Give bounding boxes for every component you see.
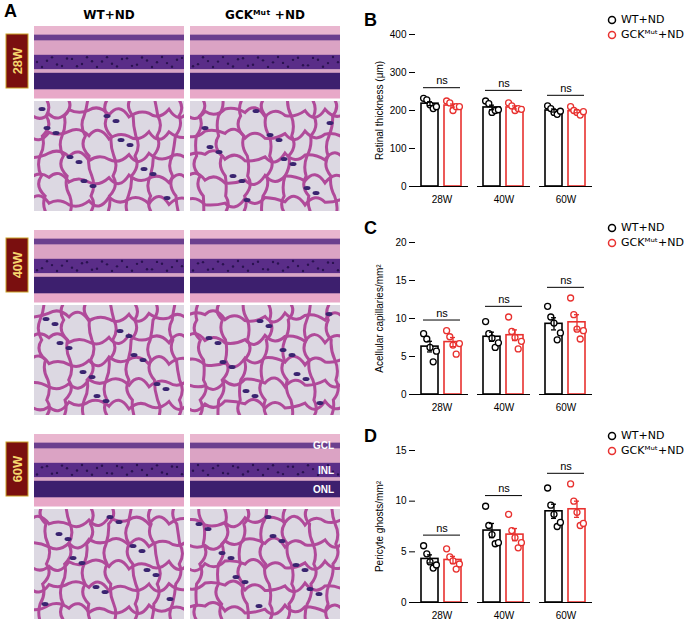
svg-text:10: 10 [395,313,407,324]
svg-text:0: 0 [401,181,407,192]
svg-text:5: 5 [401,351,407,362]
svg-text:28W: 28W [432,402,453,413]
html-text:B: B [364,10,377,30]
svg-text:INL: INL [318,465,334,476]
svg-text:ns: ns [498,77,510,89]
svg-text:ns: ns [560,274,572,286]
svg-text:0: 0 [401,389,407,400]
svg-text:10: 10 [395,495,407,506]
svg-text:40W: 40W [494,610,515,621]
svg-text:28W: 28W [432,610,453,621]
svg-text:40W: 40W [494,194,515,205]
svg-text:28W: 28W [10,47,25,74]
svg-text:GCL: GCL [313,440,334,451]
svg-text:400: 400 [390,29,407,40]
svg-text:60W: 60W [556,610,577,621]
html-text:WT+ND: WT+ND [621,429,665,442]
html-text:D: D [364,426,377,446]
html-text:GCKᴹᵘᵗ+ND: GCKᴹᵘᵗ+ND [621,236,684,249]
svg-text:60W: 60W [10,455,25,482]
svg-text:WT+ND: WT+ND [83,8,135,22]
svg-text:ns: ns [560,82,572,94]
svg-text:200: 200 [390,105,407,116]
svg-text:0: 0 [401,597,407,608]
svg-text:Retinal thickness (μm): Retinal thickness (μm) [374,61,385,160]
html-text:WT+ND: WT+ND [621,221,665,234]
svg-text:28W: 28W [432,194,453,205]
svg-text:100: 100 [390,143,407,154]
svg-text:GCKᴹᵘᵗ +ND: GCKᴹᵘᵗ +ND [225,8,305,22]
svg-text:60W: 60W [556,194,577,205]
svg-text:15: 15 [395,445,407,456]
svg-text:ns: ns [436,522,448,534]
svg-text:40W: 40W [494,402,515,413]
svg-text:Acellular capillaries/mm²: Acellular capillaries/mm² [374,264,385,373]
svg-text:300: 300 [390,67,407,78]
svg-text:40W: 40W [10,251,25,278]
svg-text:20: 20 [395,237,407,248]
svg-text:60W: 60W [556,402,577,413]
svg-text:15: 15 [395,275,407,286]
svg-text:ns: ns [498,293,510,305]
html-text:GCKᴹᵘᵗ+ND: GCKᴹᵘᵗ+ND [621,28,684,41]
svg-text:5: 5 [401,546,407,557]
svg-text:ns: ns [436,74,448,86]
svg-text:Pericyte ghosts/mm²: Pericyte ghosts/mm² [374,480,385,572]
svg-text:ns: ns [436,307,448,319]
svg-text:A: A [4,1,17,21]
svg-text:ns: ns [560,460,572,472]
html-text:C: C [364,218,377,238]
html-text:WT+ND: WT+ND [621,13,665,26]
svg-text:ONL: ONL [313,484,334,495]
html-text:GCKᴹᵘᵗ+ND: GCKᴹᵘᵗ+ND [621,444,684,457]
svg-text:ns: ns [498,482,510,494]
